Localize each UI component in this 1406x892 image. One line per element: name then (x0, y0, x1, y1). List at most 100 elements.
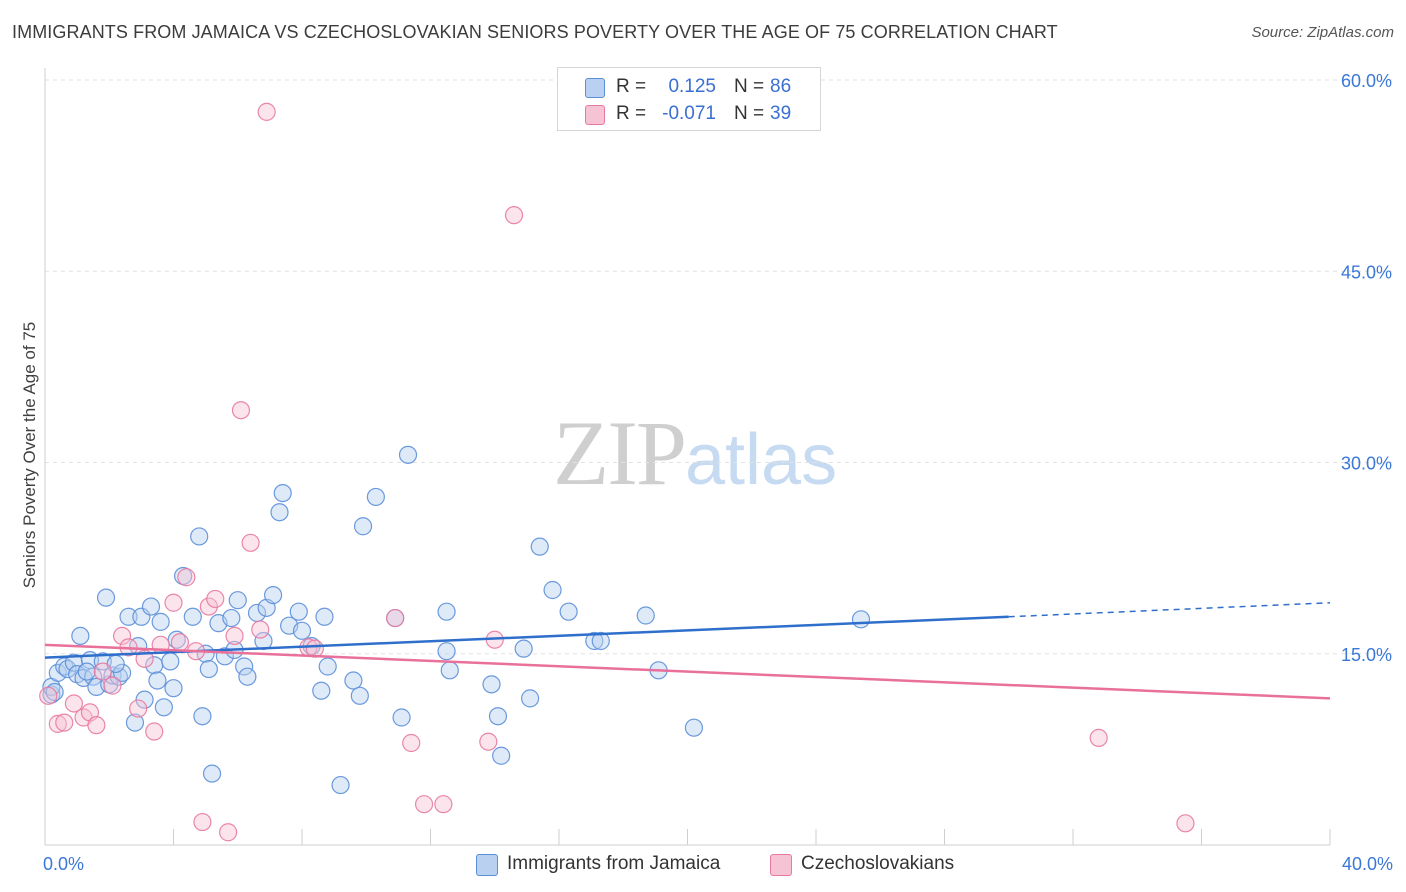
jamaica-point (263, 585, 283, 605)
jamaica-point (193, 707, 212, 726)
jamaica-point (585, 631, 604, 651)
source-label: Source: ZipAtlas.com (1251, 24, 1394, 41)
r-value: 0.125 (668, 76, 716, 97)
jamaica-point (520, 689, 540, 708)
jamaica-point (119, 607, 138, 626)
czech-point (145, 722, 164, 741)
jamaica-point (289, 602, 308, 621)
jamaica-point (437, 602, 456, 621)
jamaica-point (222, 608, 241, 628)
jamaica-point (684, 718, 704, 737)
jamaica-point (514, 639, 533, 658)
jamaica-point (199, 659, 218, 679)
y-tick-label: 45.0% (1341, 262, 1392, 282)
czech-point (112, 626, 132, 646)
czech-point (434, 795, 453, 814)
jamaica-point (112, 663, 132, 682)
jamaica-point (135, 690, 154, 709)
chart-title: IMMIGRANTS FROM JAMAICA VS CZECHOSLOVAKI… (12, 22, 1058, 42)
czech-point (1176, 814, 1195, 833)
legend-item-czech[interactable]: Czechoslovakians (770, 852, 970, 878)
jamaica-point (543, 580, 562, 600)
jamaica-point (235, 657, 254, 676)
r-label: R = (616, 76, 647, 97)
jamaica-point (292, 621, 312, 640)
czech-point (257, 102, 276, 121)
jamaica-swatch (585, 78, 605, 98)
czech-point (241, 533, 260, 552)
n-value: 39 (770, 103, 792, 124)
r-label: R = (616, 103, 647, 124)
watermark-atlas: atlas (685, 420, 838, 500)
czech-point (103, 676, 122, 695)
jamaica-point (331, 775, 350, 795)
jamaica-point (440, 661, 459, 680)
jamaica-point (851, 610, 871, 629)
jamaica-point (238, 667, 257, 686)
czech-point (93, 662, 112, 681)
czech-point (164, 593, 183, 612)
jamaica-point (202, 764, 222, 783)
stats-legend: R = 0.125 N = 86 R = -0.071 N = 39 (557, 67, 821, 131)
czech-point (504, 206, 524, 225)
czech-point (402, 733, 421, 753)
jamaica-point (161, 652, 180, 671)
jamaica-point (344, 671, 363, 690)
y-tick-label: 30.0% (1341, 454, 1392, 474)
jamaica-point (392, 708, 411, 727)
czech-point (414, 795, 434, 814)
watermark-zip: ZIP (553, 402, 687, 504)
czech-point (225, 626, 244, 646)
n-value: 86 (770, 76, 792, 97)
jamaica-point (183, 607, 202, 626)
czech-point (87, 716, 106, 735)
jamaica-point (164, 679, 183, 698)
jamaica-point (353, 517, 373, 536)
jamaica-point (366, 487, 385, 507)
czech-point (386, 608, 405, 628)
jamaica-point (151, 612, 170, 631)
czech-point (129, 699, 148, 718)
jamaica-point (636, 606, 655, 625)
czech-point (170, 633, 190, 652)
jamaica-point (154, 698, 173, 717)
n-label: N = (734, 76, 765, 97)
n-label: N = (734, 103, 765, 124)
jamaica-point (273, 484, 292, 503)
jamaica-point (167, 630, 186, 649)
y-axis-label: Seniors Poverty Over the Age of 75 (20, 321, 39, 589)
x-tick-label-min: 0.0% (43, 854, 84, 874)
jamaica-point (148, 671, 167, 690)
jamaica-point (398, 445, 418, 464)
czech-swatch (585, 105, 605, 125)
czech-point (1089, 728, 1108, 748)
czech-point (39, 686, 58, 705)
jamaica-point (488, 707, 508, 726)
x-tick-label-max: 40.0% (1342, 854, 1393, 874)
czech-point (177, 568, 196, 587)
czech-point (231, 401, 251, 420)
czech-trend-line (44, 643, 1331, 700)
jamaica-point (559, 602, 578, 621)
jamaica-point (492, 746, 511, 765)
czech-point (219, 823, 238, 842)
jamaica-point (190, 527, 209, 546)
jamaica-point (315, 607, 334, 626)
jamaica-point (96, 588, 116, 607)
jamaica-point (77, 662, 96, 681)
jamaica-point (71, 626, 90, 646)
jamaica-point (125, 713, 145, 732)
stats-row-czech: R = -0.071 N = 39 (558, 101, 820, 127)
stats-row-jamaica: R = 0.125 N = 86 (558, 74, 820, 100)
y-tick-label: 60.0% (1341, 71, 1392, 91)
jamaica-trend-extension (1008, 602, 1331, 618)
legend-item-jamaica[interactable]: Immigrants from Jamaica (476, 852, 746, 878)
jamaica-point (437, 642, 456, 661)
czech-legend-swatch (770, 854, 792, 876)
czech-point (479, 732, 498, 751)
czech-point (193, 812, 212, 832)
jamaica-point (312, 681, 331, 700)
legend-label-czech: Czechoslovakians (801, 853, 955, 874)
czech-point (48, 714, 67, 733)
